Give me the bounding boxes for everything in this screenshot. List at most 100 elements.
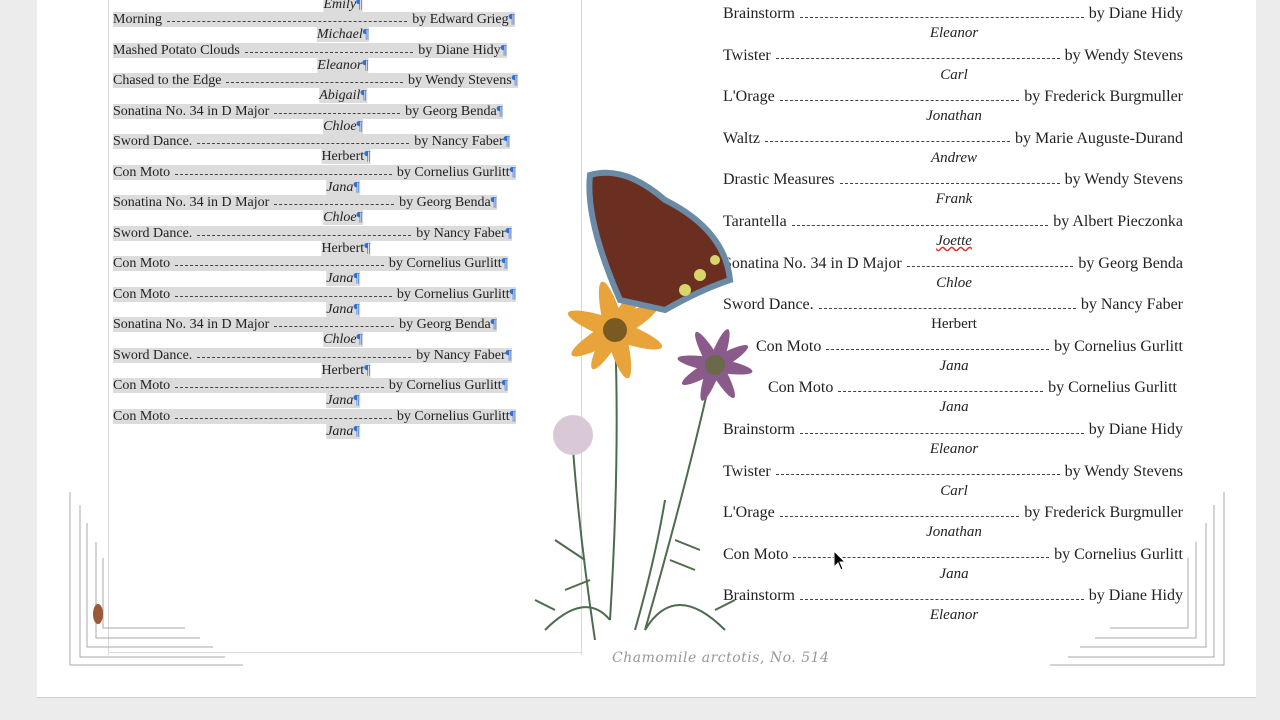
program-entry[interactable]: Brainstorm by Diane Hidy	[723, 420, 1183, 440]
pilcrow-mark: ¶	[353, 301, 360, 317]
pilcrow-mark: ¶	[353, 423, 360, 439]
beetle-illustration	[93, 604, 103, 624]
program-entry[interactable]: Morning by Edward Grieg ¶	[113, 12, 515, 27]
composer-name: by Wendy Stevens	[1064, 171, 1183, 189]
performer-text: Michael	[316, 27, 363, 42]
composer-name: by Cornelius Gurlitt	[1054, 545, 1183, 563]
composer-name: by Georg Benda	[399, 195, 491, 210]
program-entry[interactable]: Con Moto by Cornelius Gurlitt	[723, 545, 1183, 565]
pilcrow-mark: ¶	[508, 12, 515, 27]
program-entry[interactable]: Con Moto by Cornelius Gurlitt ¶	[113, 164, 516, 180]
program-entry[interactable]: L'Orage by Frederick Burgmuller	[723, 87, 1183, 107]
piece-title: Morning	[113, 12, 162, 27]
program-entry[interactable]: Drastic Measures by Wendy Stevens	[723, 170, 1183, 190]
composer-name: by Marie Auguste-Durand	[1015, 129, 1183, 147]
piece-title: Con Moto	[768, 379, 834, 397]
performer-text: Jana	[326, 179, 354, 195]
composer-name: by Wendy Stevens	[1064, 46, 1183, 64]
program-entry[interactable]: Brainstorm by Diane Hidy	[723, 4, 1183, 24]
program-entry[interactable]: Con Moto by Cornelius Gurlitt ¶	[113, 286, 516, 302]
program-entry[interactable]: Brainstorm by Diane Hidy	[723, 586, 1183, 606]
piece-title: L'Orage	[723, 504, 775, 522]
program-entry[interactable]: Sonatina No. 34 in D Major by Georg Benda…	[113, 103, 503, 119]
program-entry[interactable]: Con Moto by Cornelius Gurlitt ¶	[113, 256, 508, 271]
program-entry[interactable]: Sonatina No. 34 in D Major by Georg Benda…	[113, 195, 497, 210]
piece-title: Brainstorm	[723, 587, 795, 605]
program-entry[interactable]: Mashed Potato Clouds by Diane Hidy ¶	[113, 42, 507, 58]
program-entry[interactable]: Con Moto by Cornelius Gurlitt	[768, 378, 1177, 398]
dash-leader	[800, 432, 1084, 434]
pilcrow-mark: ¶	[501, 256, 508, 271]
column-border-left	[108, 0, 109, 655]
pilcrow-mark: ¶	[360, 88, 367, 103]
program-entry[interactable]: Con Moto by Cornelius Gurlitt ¶	[113, 408, 516, 424]
program-entry[interactable]: Twister by Wendy Stevens	[723, 46, 1183, 66]
pilcrow-mark: ¶	[511, 73, 518, 88]
pilcrow-mark: ¶	[362, 27, 370, 42]
piece-title: Sword Dance.	[113, 225, 193, 241]
program-entry[interactable]: Waltz by Marie Auguste-Durand	[723, 129, 1183, 149]
pilcrow-mark: ¶	[356, 118, 363, 134]
dash-leader	[800, 16, 1084, 18]
pilcrow-mark: ¶	[509, 286, 516, 302]
illustration-caption: Chamomile arctotis, No. 514	[612, 650, 830, 666]
pilcrow-mark: ¶	[364, 362, 371, 378]
performer-name: Herbert¶	[321, 149, 371, 164]
pilcrow-mark: ¶	[501, 378, 508, 393]
performer-name: Frank	[935, 191, 973, 208]
program-entry[interactable]: Sword Dance. by Nancy Faber ¶	[113, 347, 512, 363]
program-entry[interactable]: Con Moto by Cornelius Gurlitt ¶	[113, 378, 508, 393]
performer-text: Jana	[326, 271, 354, 286]
program-entry[interactable]: Sonatina No. 34 in D Major by Georg Benda	[723, 254, 1183, 274]
program-entry[interactable]: Sword Dance. by Nancy Faber	[723, 295, 1183, 315]
piece-title: L'Orage	[723, 88, 775, 106]
composer-name: by Cornelius Gurlitt	[396, 286, 510, 302]
piece-title: Con Moto	[113, 286, 171, 302]
piece-title: Tarantella	[723, 213, 787, 230]
composer-name: by Nancy Faber	[416, 225, 506, 241]
program-entry[interactable]: Con Moto by Cornelius Gurlitt	[756, 337, 1183, 357]
program-entry[interactable]: L'Orage by Frederick Burgmuller	[723, 503, 1183, 523]
piece-title: Con Moto	[756, 337, 822, 355]
piece-title: Waltz	[723, 129, 760, 147]
composer-name: by Cornelius Gurlitt	[388, 256, 502, 271]
composer-name: by Cornelius Gurlitt	[388, 378, 502, 393]
performer-name: Herbert¶	[321, 362, 371, 378]
program-entry[interactable]: Twister by Wendy Stevens	[723, 462, 1183, 482]
purple-daisy	[677, 329, 753, 401]
performer-name: Chloe¶	[323, 118, 363, 134]
piece-title: Sword Dance.	[113, 347, 193, 363]
pilcrow-mark: ¶	[500, 42, 507, 58]
butterfly-illustration	[586, 169, 734, 314]
dash-leader	[197, 234, 412, 236]
piece-title: Sonatina No. 34 in D Major	[113, 317, 270, 332]
performer-text: Chloe	[323, 118, 357, 134]
program-entry[interactable]: Sonatina No. 34 in D Major by Georg Benda…	[113, 317, 497, 332]
program-entry[interactable]: Sword Dance. by Nancy Faber ¶	[113, 134, 510, 149]
dash-leader	[793, 557, 1050, 559]
pilcrow-mark: ¶	[353, 179, 360, 195]
program-entry[interactable]: Chased to the Edge by Wendy Stevens ¶	[113, 73, 518, 88]
dash-leader	[274, 204, 395, 205]
composer-name: by Edward Grieg	[412, 12, 509, 27]
piece-title: Con Moto	[113, 164, 171, 180]
piece-title: Con Moto	[723, 545, 789, 563]
dash-leader	[197, 143, 410, 144]
performer-text: Chloe	[323, 332, 357, 347]
dash-leader	[167, 21, 408, 22]
composer-name: by Frederick Burgmuller	[1024, 88, 1183, 106]
composer-name: by Georg Benda	[405, 103, 497, 119]
performer-text: Herbert	[321, 240, 365, 256]
dash-leader	[818, 307, 1076, 309]
composer-name: by Diane Hidy	[1088, 421, 1183, 438]
dash-leader	[791, 224, 1049, 226]
performer-name: Jana¶	[326, 393, 360, 408]
performer-name: Jana¶	[326, 301, 360, 317]
performer-name: Andrew	[930, 149, 978, 166]
performer-name: Jana	[939, 399, 969, 416]
program-entry[interactable]: Tarantella by Albert Pieczonka	[723, 212, 1183, 232]
performer-name: Chloe¶	[323, 210, 363, 225]
performer-name: Joette	[936, 233, 972, 249]
program-entry[interactable]: Sword Dance. by Nancy Faber ¶	[113, 225, 512, 241]
